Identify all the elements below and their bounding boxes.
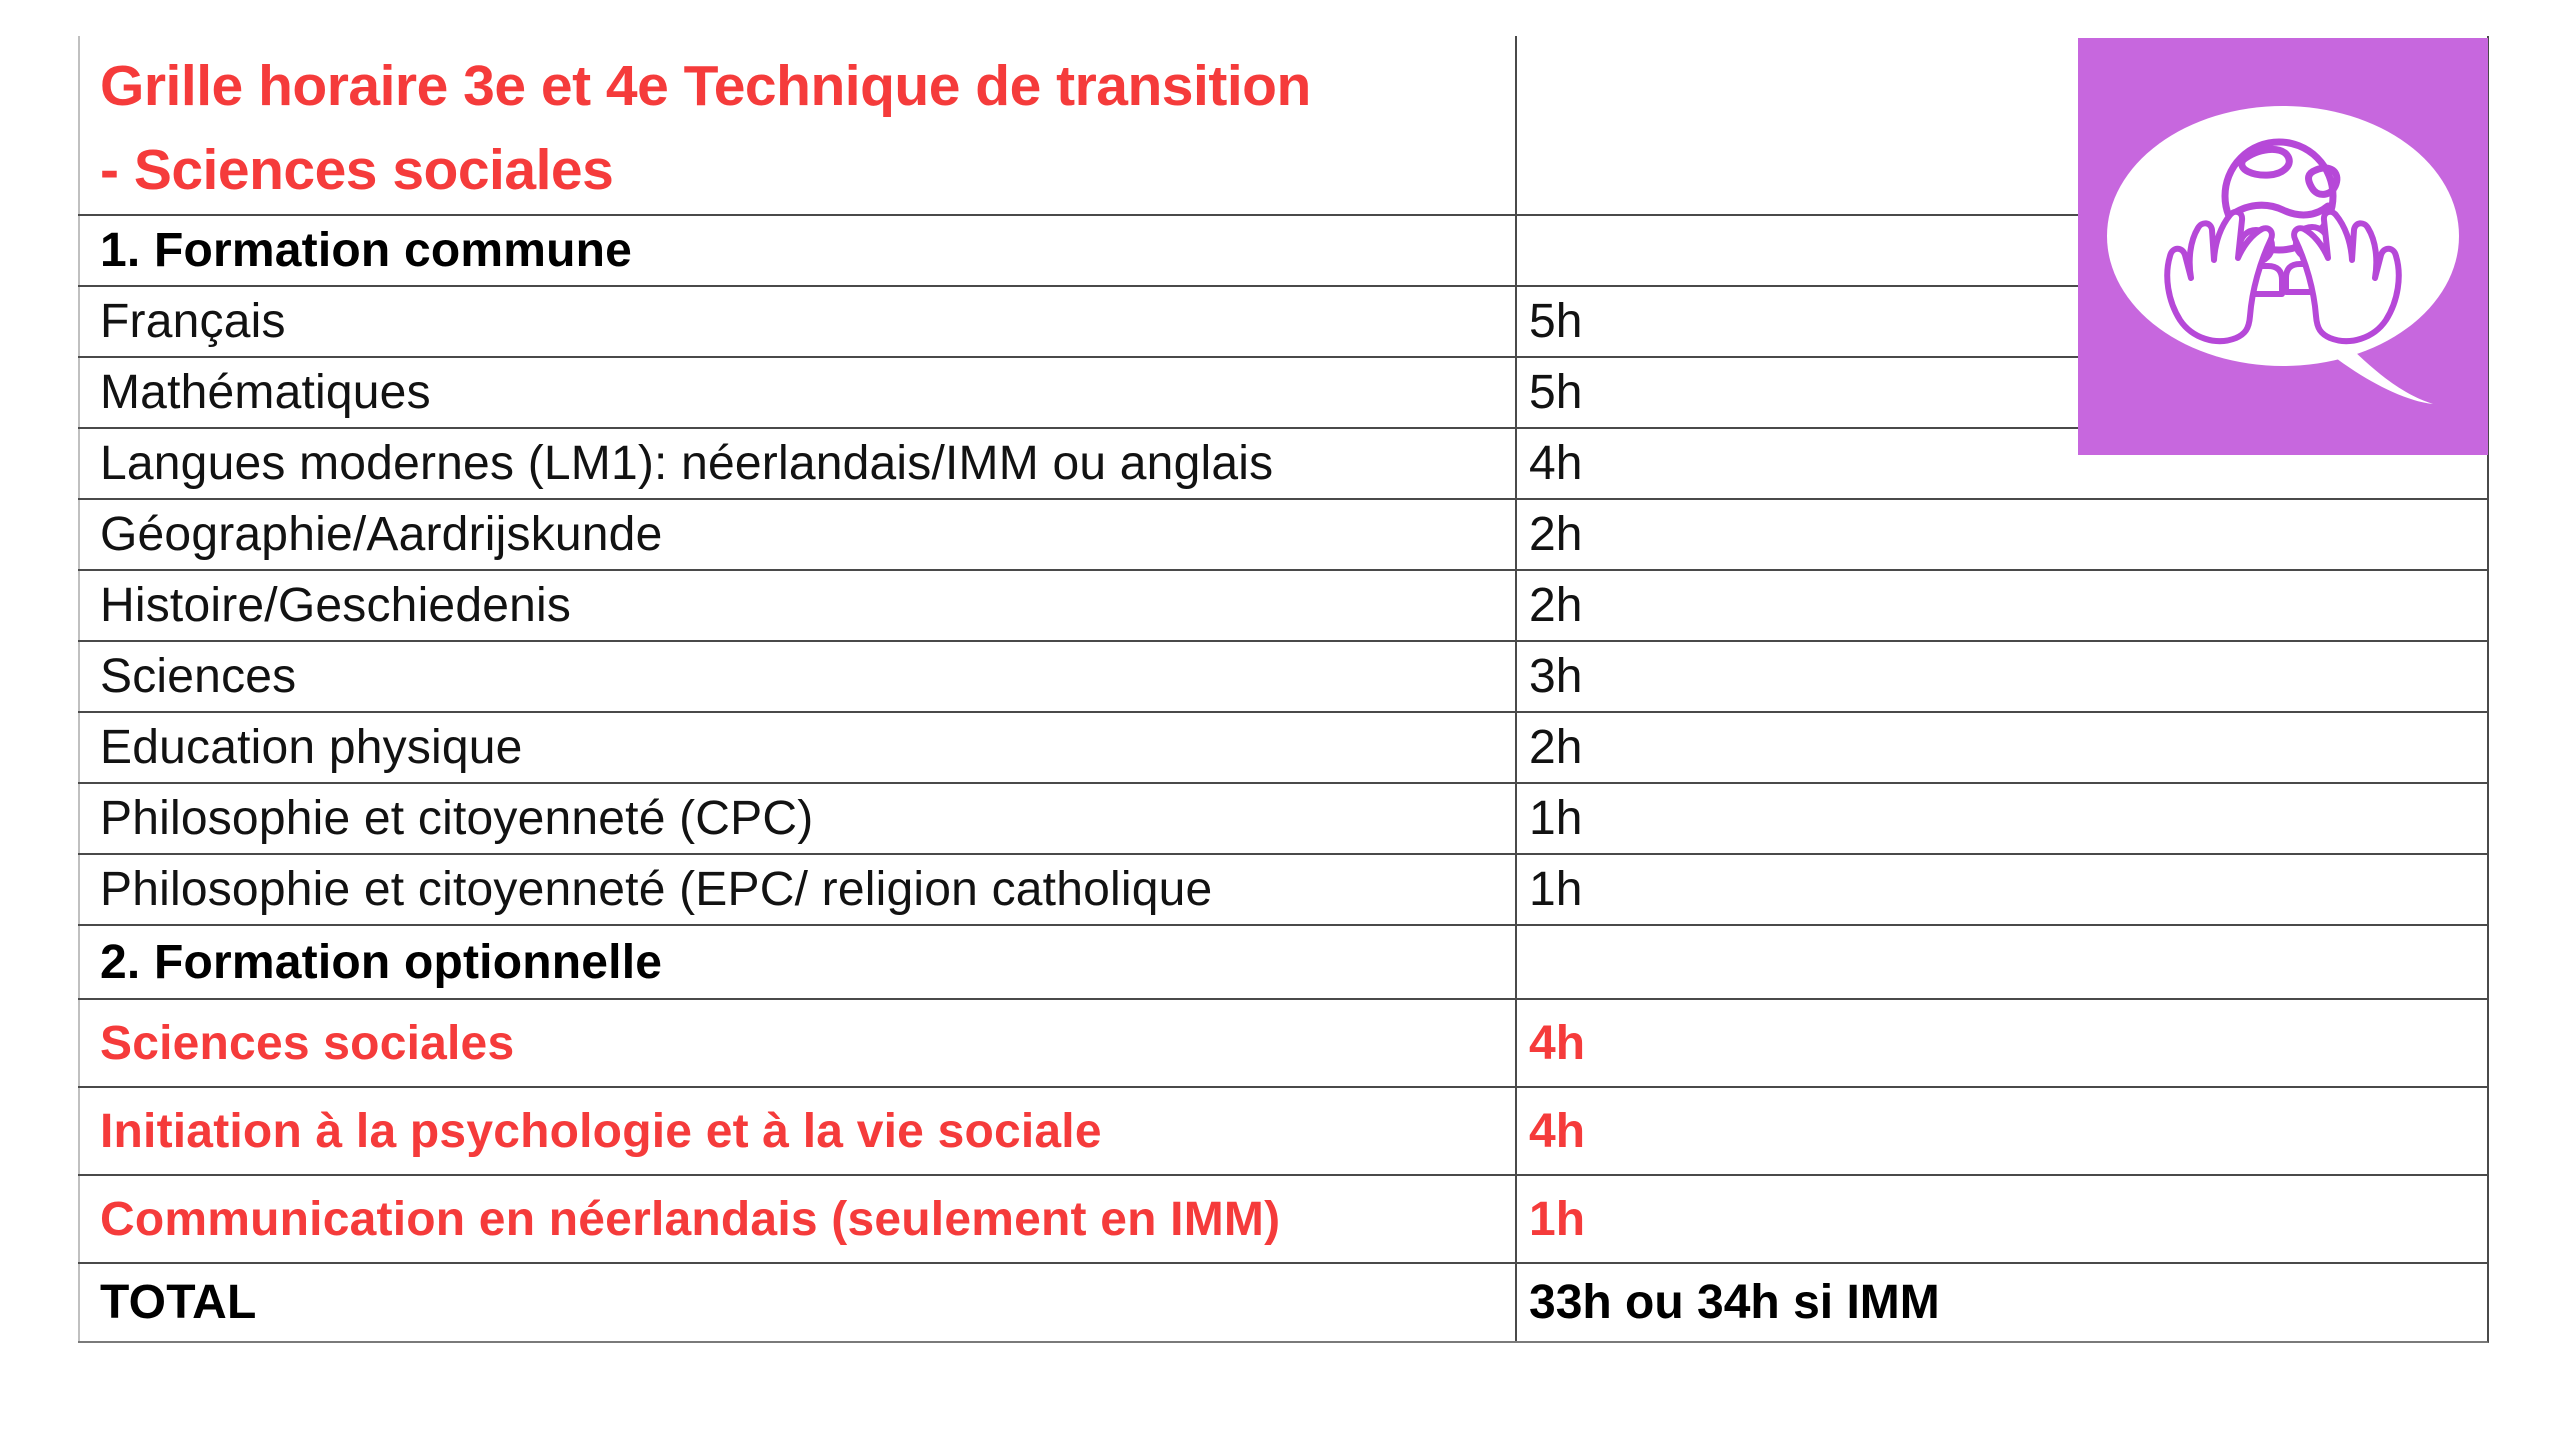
table-row: Initiation à la psychologie et à la vie …	[78, 1086, 2487, 1174]
page-title-line1: Grille horaire 3e et 4e Technique de tra…	[100, 54, 1311, 118]
page-title: Grille horaire 3e et 4e Technique de tra…	[78, 36, 1515, 214]
hours-cell: 2h	[1515, 500, 2487, 569]
table-row: Communication en néerlandais (seulement …	[78, 1174, 2487, 1262]
hours-cell: 5h	[1515, 358, 2487, 427]
table-row: Langues modernes (LM1): néerlandais/IMM …	[78, 427, 2487, 498]
subject-cell: Philosophie et citoyenneté (CPC)	[78, 784, 1515, 853]
table-row: Education physique 2h	[78, 711, 2487, 782]
hours-cell: 5h	[1515, 287, 2487, 356]
subject-cell: Sciences sociales	[78, 1000, 1515, 1086]
table-row: Français 5h	[78, 285, 2487, 356]
table-row: Mathématiques 5h	[78, 356, 2487, 427]
table-row: TOTAL 33h ou 34h si IMM	[78, 1262, 2487, 1341]
table-row: 1. Formation commune	[78, 214, 2487, 285]
subject-cell: Français	[78, 287, 1515, 356]
table-row-title: Grille horaire 3e et 4e Technique de tra…	[78, 36, 2487, 214]
subject-cell: Education physique	[78, 713, 1515, 782]
subject-cell: 1. Formation commune	[78, 216, 1515, 285]
hours-cell: 4h	[1515, 429, 2487, 498]
subject-cell: Philosophie et citoyenneté (EPC/ religio…	[78, 855, 1515, 924]
hours-cell: 2h	[1515, 571, 2487, 640]
title-hours-cell-empty	[1515, 36, 2487, 214]
hours-cell	[1515, 926, 2487, 998]
table-row: 2. Formation optionnelle	[78, 924, 2487, 998]
subject-cell: Initiation à la psychologie et à la vie …	[78, 1088, 1515, 1174]
subject-cell: Histoire/Geschiedenis	[78, 571, 1515, 640]
subject-cell: Géographie/Aardrijskunde	[78, 500, 1515, 569]
hours-cell: 2h	[1515, 713, 2487, 782]
table-row: Histoire/Geschiedenis 2h	[78, 569, 2487, 640]
hours-cell: 1h	[1515, 784, 2487, 853]
table-row: Géographie/Aardrijskunde 2h	[78, 498, 2487, 569]
hours-cell: 1h	[1515, 1176, 2487, 1262]
table-row: Sciences 3h	[78, 640, 2487, 711]
hours-cell	[1515, 216, 2487, 285]
subject-cell: Mathématiques	[78, 358, 1515, 427]
table-row: Philosophie et citoyenneté (CPC) 1h	[78, 782, 2487, 853]
subject-cell: Communication en néerlandais (seulement …	[78, 1176, 1515, 1262]
subject-cell: Sciences	[78, 642, 1515, 711]
subject-cell: Langues modernes (LM1): néerlandais/IMM …	[78, 429, 1515, 498]
hours-cell: 4h	[1515, 1088, 2487, 1174]
table-row: Philosophie et citoyenneté (EPC/ religio…	[78, 853, 2487, 924]
table-row: Sciences sociales 4h	[78, 998, 2487, 1086]
subject-cell: 2. Formation optionnelle	[78, 926, 1515, 998]
subject-cell: TOTAL	[78, 1264, 1515, 1341]
hours-cell: 1h	[1515, 855, 2487, 924]
logo	[2078, 38, 2488, 455]
hours-cell: 3h	[1515, 642, 2487, 711]
hours-cell: 33h ou 34h si IMM	[1515, 1264, 2487, 1341]
hours-cell: 4h	[1515, 1000, 2487, 1086]
globe-people-hands-speech-bubble-icon	[2107, 106, 2459, 404]
page-title-line2: - Sciences sociales	[100, 138, 614, 202]
